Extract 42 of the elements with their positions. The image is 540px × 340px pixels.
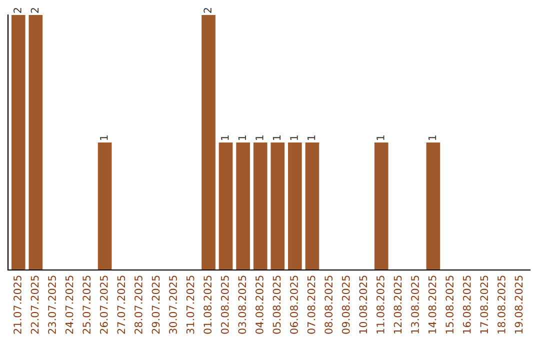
x-tick-label: 25.07.2025 (82, 276, 91, 334)
x-tick-label: 27.07.2025 (117, 276, 126, 334)
x-tick-label: 15.08.2025 (446, 276, 454, 334)
data-label: 1 (272, 135, 281, 140)
x-tick-label: 09.08.2025 (342, 276, 350, 334)
x-tick-label: 13.08.2025 (411, 276, 419, 334)
data-label: 2 (14, 8, 22, 13)
x-tick-label: 18.08.2025 (497, 276, 506, 334)
x-tick-label: 04.08.2025 (256, 276, 264, 334)
x-tick-label: 22.07.2025 (30, 276, 39, 334)
x-tick-label: 02.08.2025 (220, 276, 229, 334)
x-tick-label: 08.08.2025 (324, 276, 333, 334)
data-label: 1 (256, 135, 264, 140)
x-tick-label: 26.07.2025 (100, 276, 108, 334)
x-tick-label: 01.08.2025 (204, 276, 212, 334)
x-tick-label: 23.07.2025 (48, 276, 56, 334)
data-label: 1 (290, 135, 298, 140)
x-tick-label: 14.08.2025 (428, 276, 436, 334)
x-tick-label: 16.08.2025 (462, 276, 471, 334)
data-label: 1 (428, 135, 436, 140)
x-tick-label: 19.08.2025 (514, 276, 523, 334)
x-tick-label: 24.07.2025 (65, 276, 74, 334)
x-tick-label: 10.08.2025 (359, 276, 368, 334)
x-tick-label: 30.07.2025 (169, 276, 177, 334)
x-tick-label: 05.08.2025 (272, 276, 281, 334)
x-tick-label: 12.08.2025 (394, 276, 402, 334)
data-label: 2 (30, 8, 39, 13)
data-label: 1 (307, 135, 316, 140)
x-tick-label: 17.08.2025 (480, 276, 488, 334)
x-tick-label: 29.07.2025 (152, 276, 160, 334)
x-tick-label: 28.07.2025 (134, 276, 142, 334)
x-tick-label: 06.08.2025 (290, 276, 298, 334)
data-label: 2 (204, 8, 212, 13)
x-tick-label: 07.08.2025 (307, 276, 316, 334)
x-tick-label: 21.07.2025 (14, 276, 22, 334)
data-label: 1 (238, 135, 246, 140)
data-label: 1 (376, 135, 384, 140)
x-tick-label: 31.07.2025 (186, 276, 194, 334)
data-label: 1 (100, 135, 108, 140)
x-tick-label: 03.08.2025 (238, 276, 246, 334)
data-label: 1 (221, 135, 229, 140)
x-tick-label: 11.08.2025 (376, 276, 384, 334)
